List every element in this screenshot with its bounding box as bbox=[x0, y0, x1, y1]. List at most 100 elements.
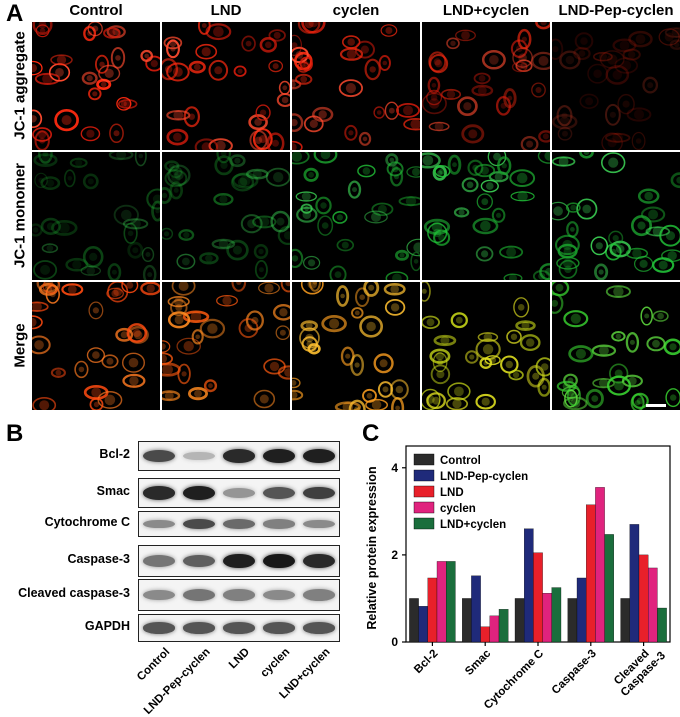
cell-image bbox=[162, 22, 290, 150]
cell-image bbox=[162, 282, 290, 409]
blot-band bbox=[263, 553, 295, 569]
cell-image bbox=[292, 22, 420, 150]
blot-band bbox=[263, 449, 295, 463]
bar bbox=[648, 567, 658, 643]
x-tick-label: Caspase-3 bbox=[550, 648, 599, 697]
x-tick-label: Bcl-2 bbox=[412, 648, 440, 676]
micrograph-1-1 bbox=[162, 152, 290, 280]
column-label: LND+cyclen bbox=[442, 2, 530, 19]
bar bbox=[567, 598, 578, 643]
cell-image bbox=[422, 282, 550, 410]
blot-band bbox=[263, 622, 295, 634]
blot-band bbox=[303, 553, 335, 569]
protein-label: Cytochrome C bbox=[44, 515, 130, 529]
blot-band bbox=[223, 553, 255, 569]
blot-band bbox=[263, 487, 295, 499]
y-axis-label: Relative protein expression bbox=[365, 466, 379, 629]
y-tick-label: 4 bbox=[391, 461, 398, 475]
blot-band bbox=[303, 486, 335, 500]
blot-band bbox=[183, 451, 215, 461]
bar bbox=[524, 528, 534, 643]
protein-label: Smac bbox=[96, 484, 130, 498]
bar bbox=[436, 561, 447, 643]
lane-label: cyclen bbox=[258, 646, 293, 680]
bar bbox=[462, 598, 472, 643]
cell-image bbox=[32, 22, 160, 150]
blot-band bbox=[183, 486, 215, 500]
bar bbox=[604, 534, 614, 643]
blot-strip bbox=[138, 441, 340, 471]
bar bbox=[427, 577, 438, 643]
y-tick-label: 2 bbox=[391, 548, 398, 562]
blot-band bbox=[223, 519, 255, 529]
blot-band bbox=[143, 519, 175, 529]
blot-band bbox=[143, 555, 175, 567]
cell-image bbox=[162, 152, 290, 280]
cell-image bbox=[422, 22, 550, 150]
blot-strip bbox=[138, 511, 340, 537]
bar bbox=[620, 598, 630, 643]
bar bbox=[533, 552, 543, 643]
blot-band bbox=[303, 589, 335, 601]
x-tick-label: CleavedCaspase-3 bbox=[610, 641, 668, 699]
cell-image bbox=[422, 152, 550, 280]
lane-label: Control bbox=[135, 646, 173, 684]
legend-label: cyclen bbox=[440, 503, 476, 515]
micrograph-0-3 bbox=[422, 22, 550, 150]
bar bbox=[657, 607, 667, 643]
micrograph-2-0 bbox=[32, 282, 160, 410]
column-label: LND bbox=[210, 2, 242, 19]
micrograph-1-2 bbox=[292, 152, 420, 280]
micrograph-1-3 bbox=[422, 152, 550, 280]
blot-band bbox=[303, 622, 335, 634]
bar bbox=[489, 615, 500, 643]
row-label: JC-1 monomer bbox=[11, 162, 29, 269]
bar bbox=[418, 606, 428, 643]
blot-band bbox=[263, 589, 295, 601]
bar bbox=[595, 487, 605, 643]
bar bbox=[638, 554, 649, 643]
bar-chart: 0 2 4 Relative protein expression Bcl-2 Smac C… bbox=[365, 445, 671, 712]
cell-image bbox=[32, 282, 160, 410]
bar bbox=[551, 587, 562, 643]
blot-band bbox=[223, 449, 255, 463]
cell-image bbox=[292, 282, 409, 410]
column-label: Control bbox=[69, 2, 123, 19]
cell-image bbox=[552, 27, 680, 150]
bar bbox=[586, 504, 596, 643]
micrograph-1-0 bbox=[32, 152, 160, 280]
bar bbox=[576, 577, 587, 643]
micrograph-0-1 bbox=[162, 22, 290, 150]
blot-band bbox=[143, 622, 175, 634]
column-label: cyclen bbox=[332, 2, 380, 19]
blot-band bbox=[143, 449, 175, 463]
micrograph-0-4 bbox=[552, 22, 680, 150]
micrograph-0-2 bbox=[292, 22, 420, 150]
legend-label: LND-Pep-cyclen bbox=[440, 471, 528, 483]
legend-label: Control bbox=[440, 455, 481, 467]
cell-image bbox=[552, 152, 680, 280]
blot-strip bbox=[138, 545, 340, 577]
blot-strip bbox=[138, 614, 340, 642]
blot-band bbox=[143, 486, 175, 500]
panel-letter-b: B bbox=[6, 420, 24, 447]
panel-letter-c: C bbox=[362, 420, 380, 447]
panel-letter-a: A bbox=[6, 0, 24, 27]
blot-band bbox=[143, 589, 175, 601]
micrograph-2-3 bbox=[422, 282, 550, 410]
blot-band bbox=[223, 622, 255, 634]
blot-band bbox=[223, 589, 255, 601]
legend-swatch bbox=[413, 469, 435, 482]
row-label: JC-1 aggregate bbox=[11, 31, 29, 140]
bar bbox=[471, 575, 481, 643]
protein-label: Bcl-2 bbox=[99, 447, 130, 461]
row-label: Merge bbox=[11, 323, 29, 368]
micrograph-2-2 bbox=[292, 282, 420, 410]
cell-image bbox=[292, 152, 420, 280]
bar bbox=[542, 593, 552, 643]
bar bbox=[480, 626, 490, 643]
bar bbox=[498, 609, 509, 643]
cell-image bbox=[552, 282, 680, 410]
legend-swatch bbox=[413, 517, 435, 530]
micrograph-0-0 bbox=[32, 22, 160, 150]
